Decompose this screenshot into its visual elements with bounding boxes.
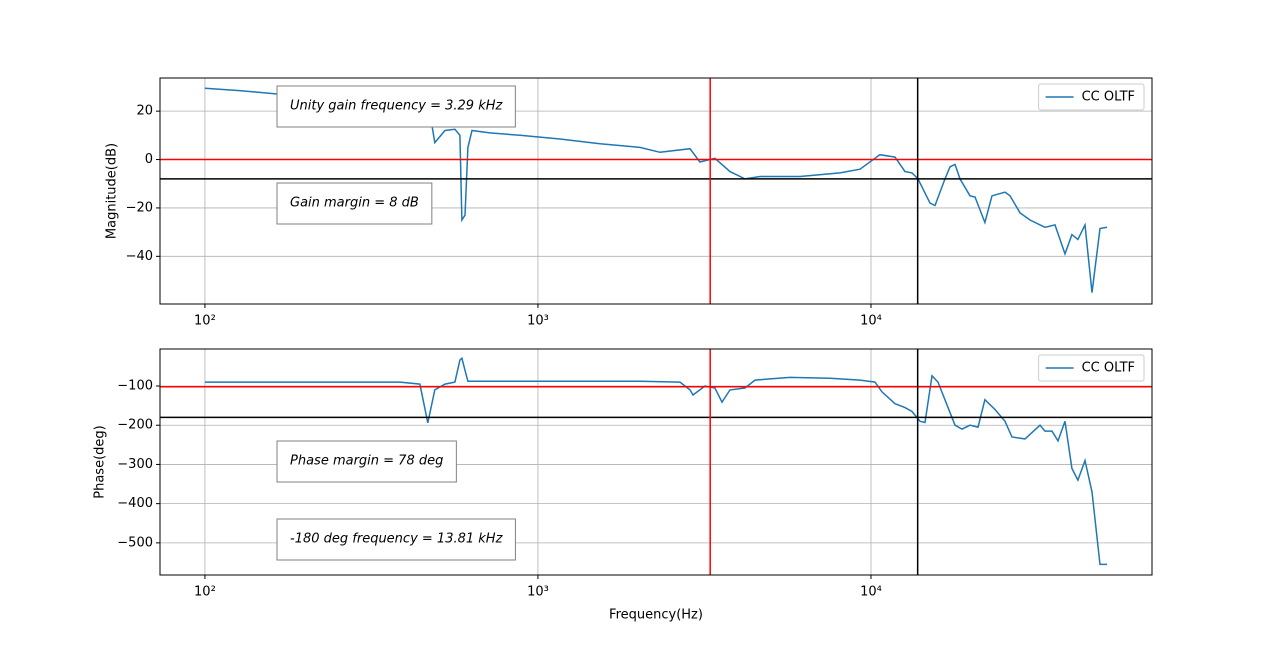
x-tick-label: 10²	[194, 585, 216, 600]
axes-frame	[159, 348, 1153, 576]
annotation: Gain margin = 8 dB	[290, 196, 419, 211]
y-axis-label: Phase(deg)	[93, 425, 108, 498]
x-tick-label: 10⁴	[860, 314, 882, 329]
annotation-box	[276, 85, 516, 128]
y-tick-label: −40	[126, 249, 153, 264]
x-axis-label: Frequency(Hz)	[609, 608, 703, 623]
y-tick-label: −200	[117, 418, 153, 433]
y-tick-label: 20	[136, 104, 153, 119]
annotation-box	[276, 182, 433, 225]
subplot: 10² 10³ 10⁴ −40 −20 0 20 Unity gain frequency =…	[105, 77, 1153, 329]
subplot: 10² 10³ 10⁴ −500 −400 −300 −200 −100 Phase margi…	[93, 348, 1153, 623]
x-tick-label: 10³	[527, 314, 549, 329]
legend-label: CC OLTF	[1082, 361, 1135, 376]
y-tick-label: −500	[117, 535, 153, 550]
data-line	[204, 87, 1108, 293]
annotation: -180 deg frequency = 13.81 kHz	[290, 532, 504, 547]
annotation: Phase margin = 78 deg	[290, 454, 443, 469]
y-tick-label: 0	[145, 152, 153, 167]
x-tick-label: 10²	[194, 314, 216, 329]
y-tick-label: −300	[117, 457, 153, 472]
annotation-box	[276, 440, 457, 483]
annotation-box	[276, 518, 516, 561]
y-tick-label: −400	[117, 496, 153, 511]
legend-box	[1038, 354, 1145, 382]
legend-box	[1038, 83, 1145, 111]
y-tick-label: −100	[117, 379, 153, 394]
x-tick-label: 10⁴	[860, 585, 882, 600]
x-tick-label: 10³	[527, 585, 549, 600]
legend: CC OLTF	[1038, 354, 1145, 382]
legend: CC OLTF	[1038, 83, 1145, 111]
axes-frame	[159, 77, 1153, 305]
annotation: Unity gain frequency = 3.29 kHz	[290, 99, 504, 114]
y-tick-label: −20	[126, 200, 153, 215]
legend-label: CC OLTF	[1082, 90, 1135, 105]
y-axis-label: Magnitude(dB)	[105, 143, 120, 239]
